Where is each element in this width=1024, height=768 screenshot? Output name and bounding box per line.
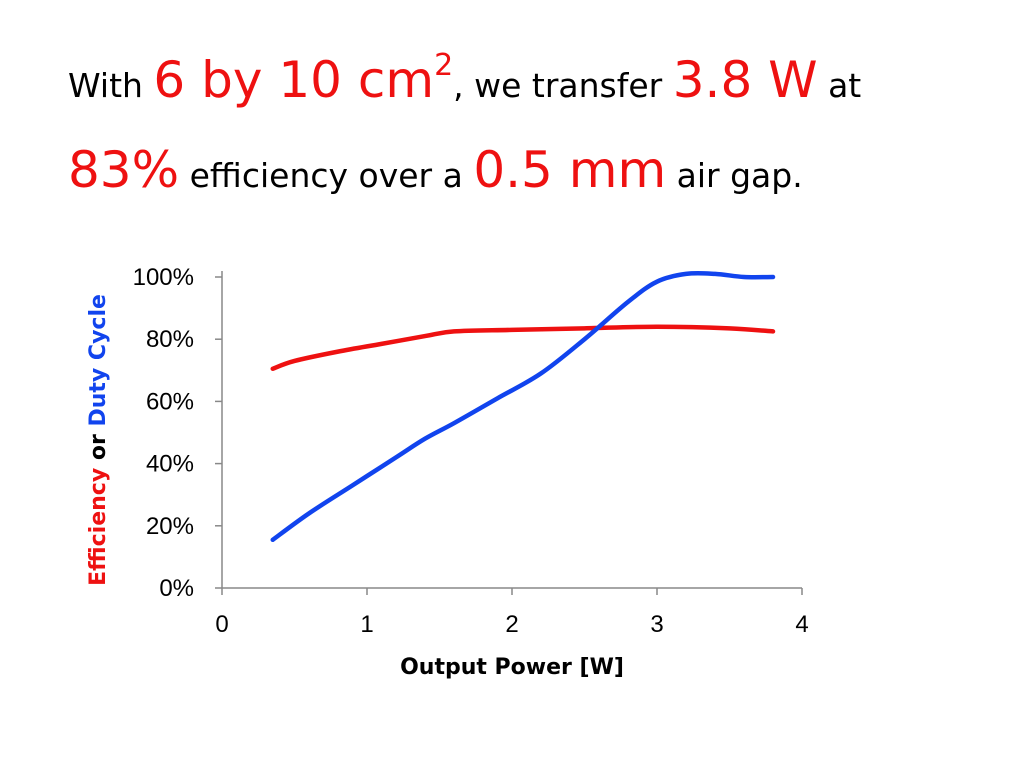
headline-area-value: 6 by 10 cm	[153, 51, 435, 109]
x-tick-label: 4	[795, 611, 808, 638]
y-axis-label-duty-cycle: Duty Cycle	[86, 294, 111, 426]
x-axis-label: Output Power [W]	[400, 655, 624, 680]
y-tick-label: 80%	[146, 326, 194, 353]
chart-axes	[215, 271, 803, 595]
x-tick-label: 0	[215, 611, 228, 638]
y-tick-label: 0%	[159, 575, 194, 602]
headline-text-2: , we transfer	[453, 66, 673, 105]
headline-text-3: at	[817, 66, 862, 105]
headline-emphasis-power: 3.8 W	[672, 51, 818, 109]
x-tick-labels: 0 1 2 3 4	[215, 611, 808, 638]
duty-cycle-series-line	[270, 270, 776, 543]
y-tick-label: 40%	[146, 451, 194, 478]
y-axis-label-or: or	[86, 427, 111, 468]
slide-headline: With 6 by 10 cm2, we transfer 3.8 W at 83…	[68, 38, 998, 218]
y-axis-label: Efficiency or Duty Cycle	[86, 294, 111, 586]
headline-text-1: With	[68, 66, 154, 105]
efficiency-series-line	[270, 324, 776, 371]
headline-emphasis-efficiency: 83%	[68, 141, 180, 199]
y-tick-label: 20%	[146, 513, 194, 540]
headline-text-4: efficiency over a	[179, 156, 474, 195]
x-tick-label: 3	[650, 611, 663, 638]
headline-emphasis-area: 6 by 10 cm2	[153, 48, 454, 110]
y-tick-labels: 0% 20% 40% 60% 80% 100%	[133, 264, 194, 602]
x-tick-label: 2	[505, 611, 518, 638]
chart-series	[270, 270, 776, 543]
x-tick-label: 1	[360, 611, 373, 638]
y-tick-label: 60%	[146, 388, 194, 415]
headline-emphasis-gap: 0.5 mm	[473, 141, 667, 199]
headline-text-5: air gap.	[666, 156, 803, 195]
y-axis-label-efficiency: Efficiency	[86, 468, 111, 586]
headline-area-superscript: 2	[434, 48, 454, 83]
y-tick-label: 100%	[133, 264, 194, 291]
